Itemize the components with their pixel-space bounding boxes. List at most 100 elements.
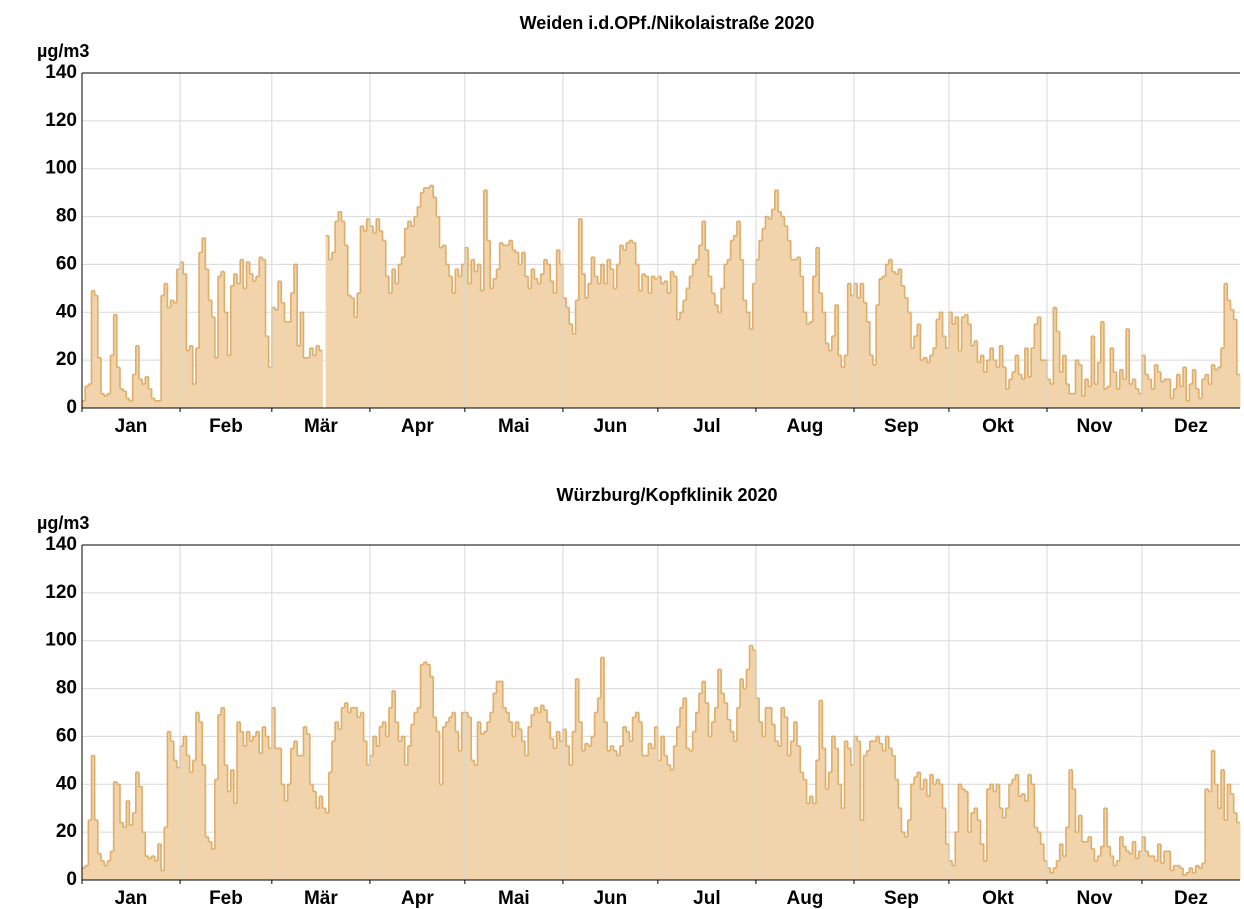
bar	[619, 746, 624, 880]
bar	[667, 293, 671, 408]
bar	[1050, 384, 1054, 408]
bar	[806, 324, 811, 408]
bar	[170, 741, 175, 880]
series	[82, 184, 1241, 408]
bar	[540, 274, 545, 408]
bar	[866, 750, 871, 880]
bar	[876, 736, 880, 880]
bar	[863, 302, 868, 408]
bar	[199, 252, 203, 408]
bar	[778, 746, 782, 880]
bar	[800, 772, 804, 880]
bar	[967, 324, 972, 408]
bar	[898, 808, 902, 880]
bar	[224, 765, 228, 880]
bar	[1091, 848, 1095, 880]
bar	[594, 276, 599, 408]
bar	[490, 288, 494, 408]
bar	[661, 736, 665, 880]
bar	[841, 808, 845, 880]
bar	[350, 707, 355, 880]
bar	[369, 226, 374, 408]
bar	[844, 741, 849, 880]
bar	[1056, 331, 1061, 408]
bar	[221, 707, 225, 880]
bar	[1081, 841, 1086, 880]
bar	[205, 269, 209, 408]
bar	[474, 271, 478, 408]
bar	[1236, 374, 1241, 408]
bar	[948, 312, 953, 408]
bar	[768, 707, 773, 880]
bar	[781, 216, 785, 408]
bar	[939, 312, 943, 408]
bar	[300, 312, 304, 408]
bar	[651, 276, 656, 408]
bar	[1050, 872, 1054, 880]
bar	[430, 185, 434, 408]
bar	[1151, 388, 1155, 408]
bar	[1065, 827, 1070, 880]
bar	[502, 707, 507, 880]
bar	[524, 755, 529, 880]
bar	[110, 851, 115, 880]
bar	[1021, 379, 1026, 408]
bar	[161, 870, 165, 880]
bar	[385, 276, 390, 408]
bar	[350, 297, 355, 408]
bar	[452, 712, 456, 880]
bar	[474, 765, 478, 880]
bar	[816, 760, 820, 880]
bar	[901, 832, 906, 880]
bar	[287, 784, 292, 880]
bar	[521, 741, 526, 880]
bar	[180, 746, 184, 880]
bar	[480, 734, 485, 880]
bar	[262, 726, 266, 880]
bar	[936, 319, 940, 408]
bar	[455, 269, 459, 408]
bar	[1088, 836, 1092, 880]
bar	[1186, 400, 1190, 408]
bar	[369, 755, 374, 880]
bar	[986, 789, 991, 880]
bar	[218, 714, 222, 880]
bar	[458, 750, 463, 880]
bar	[1031, 784, 1035, 880]
bar	[904, 297, 909, 408]
bar	[651, 748, 656, 880]
bar	[426, 187, 431, 408]
bar	[749, 645, 754, 880]
y-tick-label: 140	[45, 62, 77, 83]
bar	[575, 679, 580, 880]
bar	[765, 707, 769, 880]
bar	[458, 276, 463, 408]
bar	[404, 765, 409, 880]
bar	[1084, 841, 1089, 880]
bar	[119, 388, 124, 408]
bar	[1094, 384, 1099, 408]
bar	[825, 343, 830, 408]
bar	[980, 844, 985, 880]
bar	[958, 784, 962, 880]
x-tick-label: Jan	[115, 888, 148, 909]
bar	[97, 357, 102, 408]
bar	[373, 233, 377, 408]
bar	[610, 746, 614, 880]
bar	[303, 726, 308, 880]
bar	[1145, 851, 1149, 880]
bar	[363, 741, 368, 880]
y-tick-label: 40	[56, 773, 77, 794]
bar	[888, 748, 893, 880]
bar	[1221, 348, 1225, 408]
bar	[1138, 393, 1143, 408]
bar	[673, 746, 678, 880]
bar	[1018, 796, 1023, 880]
bar	[1107, 846, 1111, 880]
bar	[249, 741, 254, 880]
bar	[705, 250, 709, 408]
bar	[379, 726, 383, 880]
bar	[768, 218, 773, 408]
bar	[518, 729, 523, 880]
